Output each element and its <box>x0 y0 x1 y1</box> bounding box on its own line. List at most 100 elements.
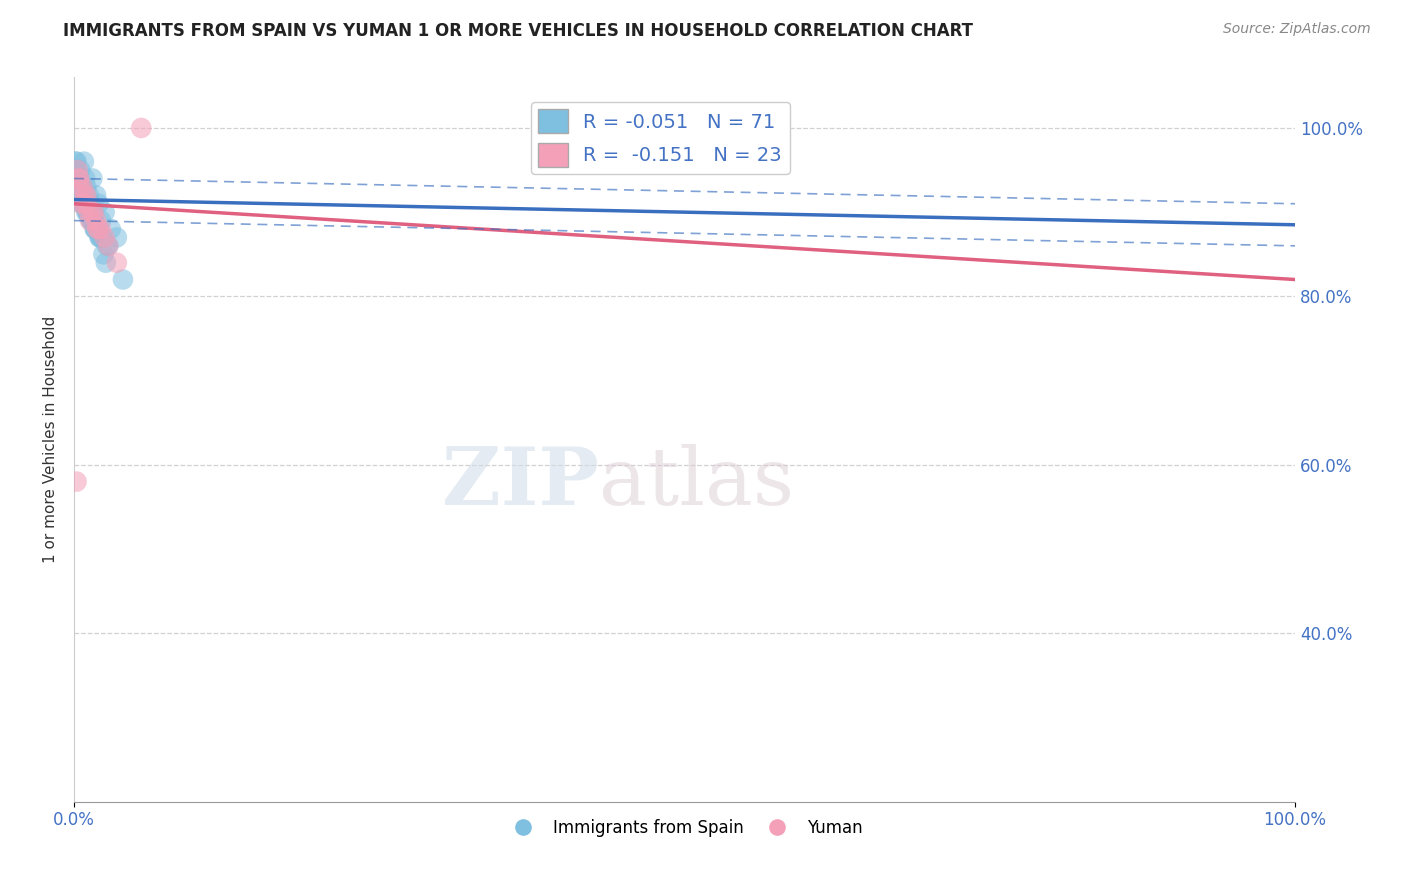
Point <box>77 205 100 219</box>
Point <box>65 163 87 178</box>
Point <box>65 154 87 169</box>
Point <box>83 205 105 219</box>
Point <box>89 230 111 244</box>
Point <box>72 188 94 202</box>
Point <box>72 188 94 202</box>
Point <box>67 171 90 186</box>
Point <box>67 171 90 186</box>
Point <box>73 154 96 169</box>
Point <box>70 188 93 202</box>
Text: ZIP: ZIP <box>441 444 599 522</box>
Point <box>89 230 111 244</box>
Point <box>66 180 89 194</box>
Point <box>72 180 94 194</box>
Point <box>82 213 104 227</box>
Point <box>72 196 94 211</box>
Point <box>91 230 114 244</box>
Text: atlas: atlas <box>599 444 794 522</box>
Point <box>75 171 97 186</box>
Point <box>100 222 122 236</box>
Point <box>129 120 152 135</box>
Point <box>84 222 107 236</box>
Point <box>90 213 112 227</box>
Point <box>80 196 103 211</box>
Point <box>86 222 108 236</box>
Point <box>65 154 87 169</box>
Point <box>73 188 96 202</box>
Point <box>75 188 97 202</box>
Point <box>93 205 115 219</box>
Point <box>75 205 97 219</box>
Point <box>73 196 96 211</box>
Point <box>75 188 97 202</box>
Point <box>70 196 93 211</box>
Point <box>90 230 112 244</box>
Point <box>93 230 115 244</box>
Point <box>82 205 104 219</box>
Point <box>83 222 105 236</box>
Point <box>79 213 101 227</box>
Point <box>69 180 91 194</box>
Point <box>111 272 134 286</box>
Point <box>75 196 97 211</box>
Point <box>67 171 90 186</box>
Point <box>79 205 101 219</box>
Point <box>67 180 90 194</box>
Point <box>75 196 97 211</box>
Point <box>96 239 118 253</box>
Point <box>87 222 110 236</box>
Legend: Immigrants from Spain, Yuman: Immigrants from Spain, Yuman <box>499 813 869 844</box>
Point <box>75 196 97 211</box>
Point <box>67 171 90 186</box>
Point <box>69 180 91 194</box>
Point <box>75 188 97 202</box>
Point <box>105 255 128 269</box>
Point <box>77 205 100 219</box>
Point <box>90 222 112 236</box>
Point <box>79 205 101 219</box>
Point <box>80 213 103 227</box>
Point <box>73 196 96 211</box>
Point <box>75 188 97 202</box>
Point <box>93 247 115 261</box>
Text: Source: ZipAtlas.com: Source: ZipAtlas.com <box>1223 22 1371 37</box>
Point <box>72 188 94 202</box>
Point <box>69 163 91 178</box>
Point <box>77 205 100 219</box>
Point <box>70 196 93 211</box>
Point <box>75 180 97 194</box>
Point <box>87 196 110 211</box>
Point <box>86 222 108 236</box>
Point <box>65 475 87 489</box>
Point <box>77 188 100 202</box>
Text: IMMIGRANTS FROM SPAIN VS YUMAN 1 OR MORE VEHICLES IN HOUSEHOLD CORRELATION CHART: IMMIGRANTS FROM SPAIN VS YUMAN 1 OR MORE… <box>63 22 973 40</box>
Point <box>97 239 120 253</box>
Point <box>65 171 87 186</box>
Point <box>87 222 110 236</box>
Point <box>83 205 105 219</box>
Point <box>94 255 117 269</box>
Point <box>69 180 91 194</box>
Point <box>76 196 98 211</box>
Point <box>66 180 89 194</box>
Point <box>66 171 89 186</box>
Point <box>84 188 107 202</box>
Point <box>70 180 93 194</box>
Point <box>83 213 105 227</box>
Point <box>69 180 91 194</box>
Point <box>66 163 89 178</box>
Point <box>97 239 120 253</box>
Point <box>69 180 91 194</box>
Point <box>73 188 96 202</box>
Point <box>67 171 90 186</box>
Point <box>83 213 105 227</box>
Point <box>83 222 105 236</box>
Y-axis label: 1 or more Vehicles in Household: 1 or more Vehicles in Household <box>44 316 58 563</box>
Point <box>76 205 98 219</box>
Point <box>80 213 103 227</box>
Point <box>70 180 93 194</box>
Point <box>82 171 104 186</box>
Point <box>84 213 107 227</box>
Point <box>105 230 128 244</box>
Point <box>76 205 98 219</box>
